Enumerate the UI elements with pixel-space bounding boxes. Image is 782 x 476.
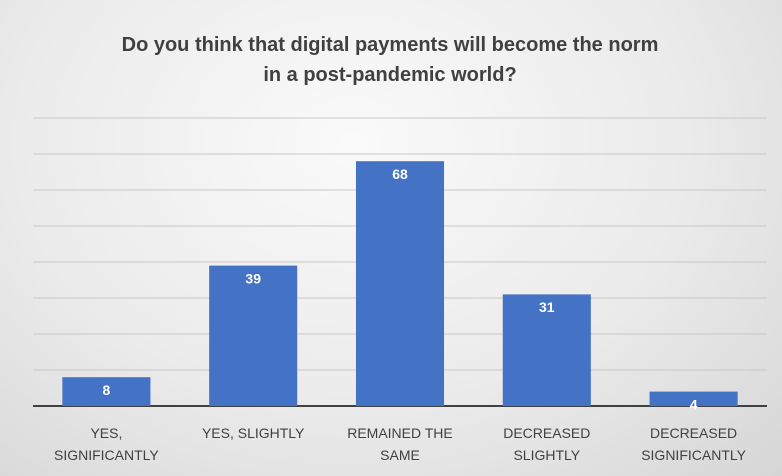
x-tick-label: DECREASED SLIGHTLY	[503, 425, 591, 463]
data-label: 68	[392, 166, 408, 182]
bar	[62, 377, 151, 406]
data-label: 8	[103, 382, 111, 398]
x-tick-label: REMAINED THE SAME	[347, 425, 453, 463]
bar	[355, 161, 445, 406]
x-tick-label: DECREASED SIGNIFICANTLY	[641, 425, 746, 463]
bar	[649, 391, 738, 406]
data-label: 39	[245, 270, 261, 286]
bar	[502, 294, 591, 406]
bar	[209, 265, 298, 406]
data-label: 4	[690, 396, 698, 412]
x-tick-label: YES, SIGNIFICANTLY	[54, 425, 159, 463]
x-tick-label: YES, SLIGHTLY	[201, 425, 305, 441]
data-label: 31	[539, 299, 555, 315]
chart-title: Do you think that digital payments will …	[121, 34, 659, 86]
